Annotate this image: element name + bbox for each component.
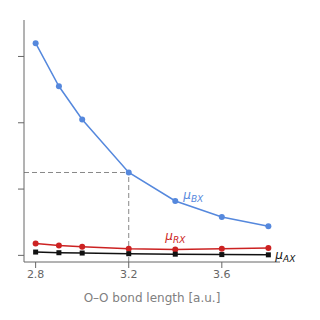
svg-text:μAX: μAX bbox=[274, 248, 296, 264]
svg-text:2.8: 2.8 bbox=[27, 268, 45, 281]
svg-text:μBX: μBX bbox=[182, 188, 204, 204]
svg-text:O–O bond length [a.u.]: O–O bond length [a.u.] bbox=[84, 291, 221, 305]
svg-text:3.6: 3.6 bbox=[213, 268, 231, 281]
svg-text:3.2: 3.2 bbox=[120, 268, 138, 281]
svg-text:μRX: μRX bbox=[164, 229, 186, 245]
